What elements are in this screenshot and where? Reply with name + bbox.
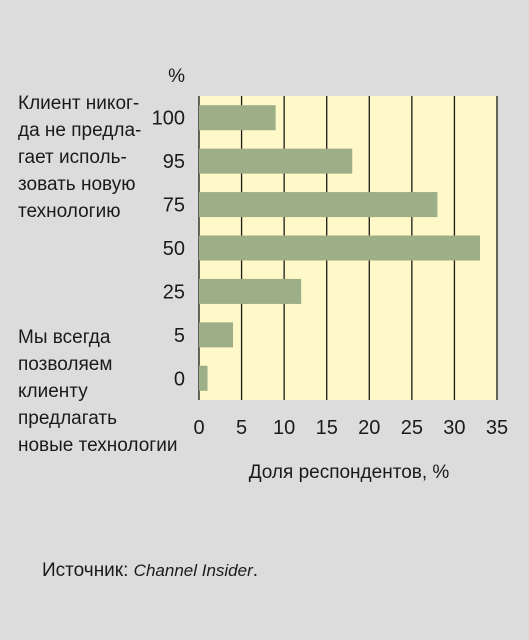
y-category-label-100: 100: [152, 108, 185, 130]
y-category-label-95: 95: [163, 151, 185, 173]
bars: [199, 105, 480, 391]
y-category-label-0: 0: [174, 368, 185, 390]
y-category-label-25: 25: [163, 281, 185, 303]
x-tick-label-15: 15: [316, 417, 338, 439]
y-category-label-50: 50: [163, 238, 185, 260]
y-unit-label: %: [168, 66, 185, 87]
x-tick-label-10: 10: [273, 417, 295, 439]
bar-75: [199, 192, 438, 218]
source-note: Источник: Channel Insider.: [42, 560, 258, 582]
x-tick-label-30: 30: [443, 417, 465, 439]
source-suffix: .: [252, 560, 259, 581]
y-category-label-5: 5: [174, 325, 185, 347]
x-tick-labels: 0 5 10 15 20 25 30 35: [193, 417, 508, 439]
x-tick-label-20: 20: [358, 417, 380, 439]
source-name: Channel Insider: [133, 561, 253, 580]
bar-25: [199, 278, 302, 304]
bar-50: [199, 235, 480, 261]
x-tick-label-25: 25: [401, 417, 423, 439]
x-tick-label-35: 35: [486, 417, 508, 439]
x-axis-label: Доля респондентов, %: [249, 462, 450, 483]
bar-100: [199, 105, 276, 131]
source-label: Источник:: [42, 560, 134, 581]
bar-5: [199, 322, 234, 348]
bar-0: [199, 365, 208, 391]
bar-95: [199, 148, 353, 174]
x-tick-label-5: 5: [236, 417, 247, 439]
annotation-bottom: Мы всегда позволяем клиенту предлагать н…: [18, 327, 178, 456]
x-tick-label-0: 0: [193, 417, 204, 439]
annotation-top: Клиент никог- да не предла- гает исполь-…: [18, 93, 142, 222]
y-category-label-75: 75: [163, 195, 185, 217]
